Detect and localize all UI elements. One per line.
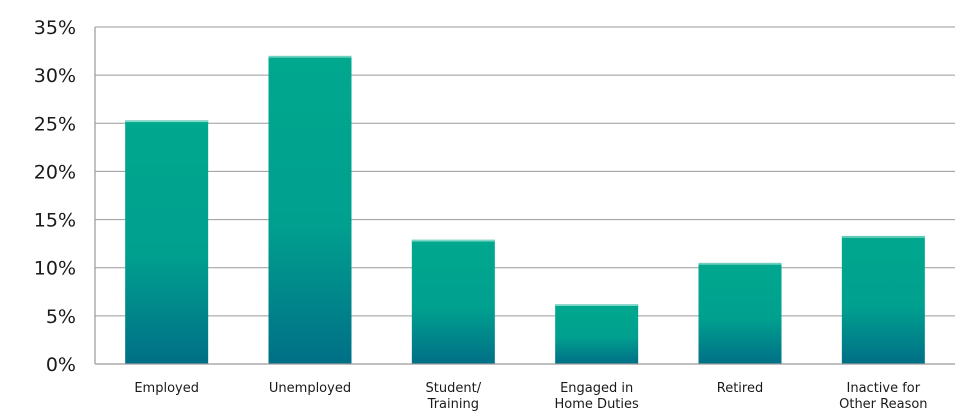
axis-layer [94, 27, 955, 365]
grid-layer [95, 26, 955, 317]
y-tick-label-20: 20% [34, 161, 76, 183]
y-tick-label-5: 5% [46, 306, 76, 328]
x-category-label-3: Engaged in Home Duties [555, 381, 639, 412]
bar-1 [268, 55, 352, 365]
bar-5 [841, 235, 925, 364]
y-tick-label-10: 10% [34, 258, 76, 280]
x-category-label-4: Retired [717, 381, 763, 396]
x-category-label-0: Employed [134, 381, 199, 396]
x-category-label-5: Inactive for Other Reason [839, 381, 927, 412]
y-tick-label-35: 35% [34, 17, 76, 39]
bar-0 [125, 120, 209, 364]
y-tick-label-0: 0% [46, 354, 76, 376]
bar-4 [698, 262, 782, 364]
bar-3 [555, 304, 639, 364]
x-category-label-1: Unemployed [269, 381, 351, 396]
bar-layer [125, 55, 925, 365]
y-tick-label-25: 25% [34, 113, 76, 135]
x-category-label-2: Student/Training [426, 381, 482, 412]
bar-2 [411, 239, 495, 364]
y-tick-label-15: 15% [34, 210, 76, 232]
y-tick-label-30: 30% [34, 65, 76, 87]
label-layer: 0% 5% 10% 15% 20% 25% 30% 35% Employed Unemployed… [34, 17, 928, 412]
